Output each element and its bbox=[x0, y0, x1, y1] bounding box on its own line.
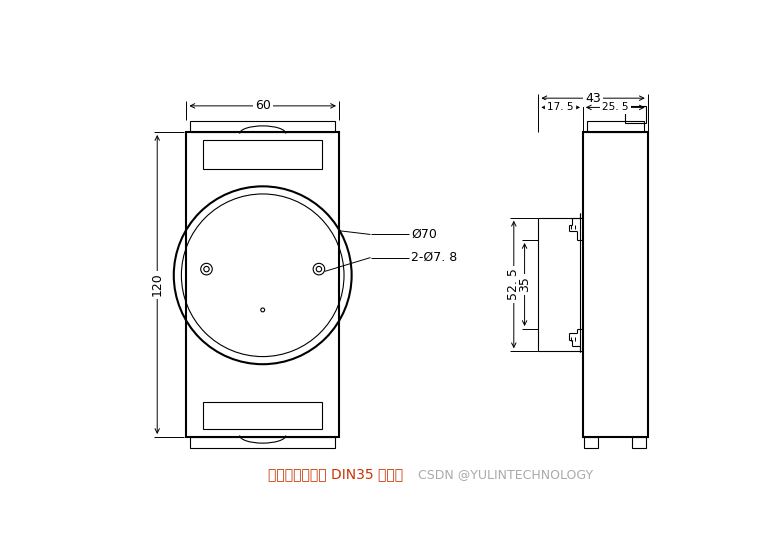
Text: 60: 60 bbox=[255, 99, 271, 112]
Text: 43: 43 bbox=[585, 92, 601, 105]
Bar bbox=[625, 106, 646, 123]
Bar bbox=[583, 132, 648, 437]
Bar bbox=[203, 140, 322, 169]
Bar bbox=[187, 132, 339, 437]
Bar bbox=[632, 437, 646, 448]
Text: 35: 35 bbox=[518, 276, 531, 292]
Bar bbox=[203, 402, 322, 429]
Text: CSDN @YULINTECHNOLOGY: CSDN @YULINTECHNOLOGY bbox=[418, 468, 593, 481]
Text: 17. 5: 17. 5 bbox=[547, 103, 574, 113]
Text: 25. 5: 25. 5 bbox=[602, 103, 629, 113]
Bar bbox=[190, 122, 335, 132]
Text: 120: 120 bbox=[151, 273, 164, 296]
Bar bbox=[587, 122, 644, 132]
Text: 2-Ø7. 8: 2-Ø7. 8 bbox=[411, 251, 457, 264]
Bar bbox=[190, 437, 335, 448]
Text: Ø70: Ø70 bbox=[411, 228, 437, 241]
Text: 52. 5: 52. 5 bbox=[507, 269, 520, 300]
Text: 可以安装在标准 DIN35 导轨上: 可以安装在标准 DIN35 导轨上 bbox=[268, 468, 403, 482]
Bar bbox=[584, 437, 598, 448]
